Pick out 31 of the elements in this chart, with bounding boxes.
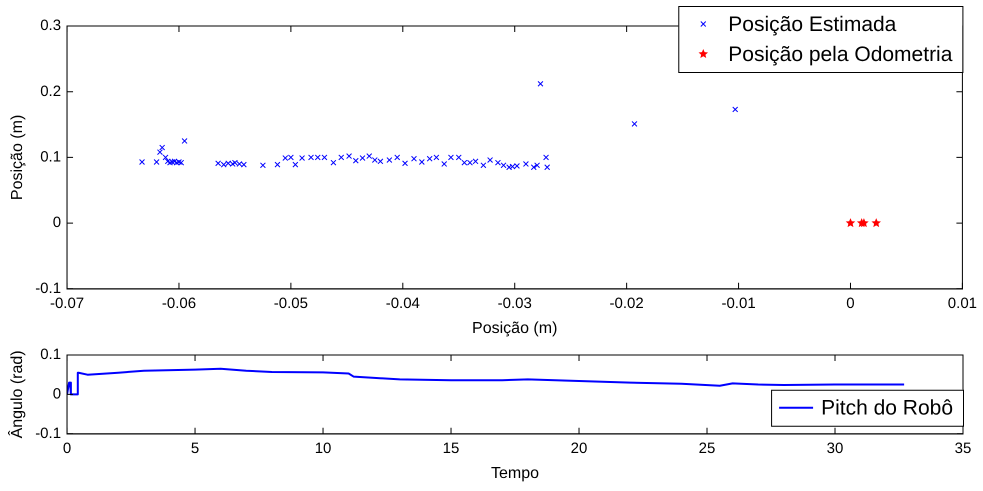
y-axis-title: Ângulo (rad) — [8, 350, 26, 438]
x-tick-label: 10 — [314, 440, 332, 457]
y-axis-title: Posição (m) — [9, 114, 26, 200]
x-tick-label: 0 — [846, 294, 855, 312]
legend-label: Pitch do Robô — [821, 396, 954, 420]
y-tick-label: 0.2 — [40, 82, 62, 100]
legend-label: Posição pela Odometria — [728, 42, 953, 66]
x-tick-label: 0.01 — [948, 294, 978, 312]
y-tick-label: -0.1 — [35, 424, 62, 442]
x-tick-label: -0.01 — [721, 294, 756, 312]
x-axis-title: Posição (m) — [472, 320, 558, 337]
x-tick-label: 35 — [954, 440, 972, 457]
x-tick-label: -0.03 — [498, 294, 532, 312]
x-tick-label: 25 — [698, 440, 716, 457]
x-tick-label: -0.06 — [162, 294, 196, 312]
y-tick-label: 0.1 — [40, 346, 62, 364]
legend-label: Posição Estimada — [728, 12, 897, 36]
y-tick-label: 0.3 — [40, 17, 62, 34]
x-tick-label: 20 — [570, 440, 588, 457]
x-tick-label: -0.02 — [610, 294, 644, 312]
x-tick-label: -0.05 — [274, 294, 308, 312]
y-tick-label: 0 — [52, 214, 62, 232]
x-tick-label: 30 — [826, 440, 844, 457]
x-tick-label: 5 — [190, 440, 200, 457]
y-tick-label: -0.1 — [35, 280, 62, 297]
x-tick-label: -0.07 — [50, 294, 84, 312]
x-tick-label: -0.04 — [386, 294, 420, 312]
y-tick-label: 0.1 — [40, 148, 62, 166]
x-tick-label: 15 — [442, 440, 460, 457]
x-axis-title: Tempo — [491, 464, 540, 482]
y-tick-label: 0 — [52, 386, 62, 403]
